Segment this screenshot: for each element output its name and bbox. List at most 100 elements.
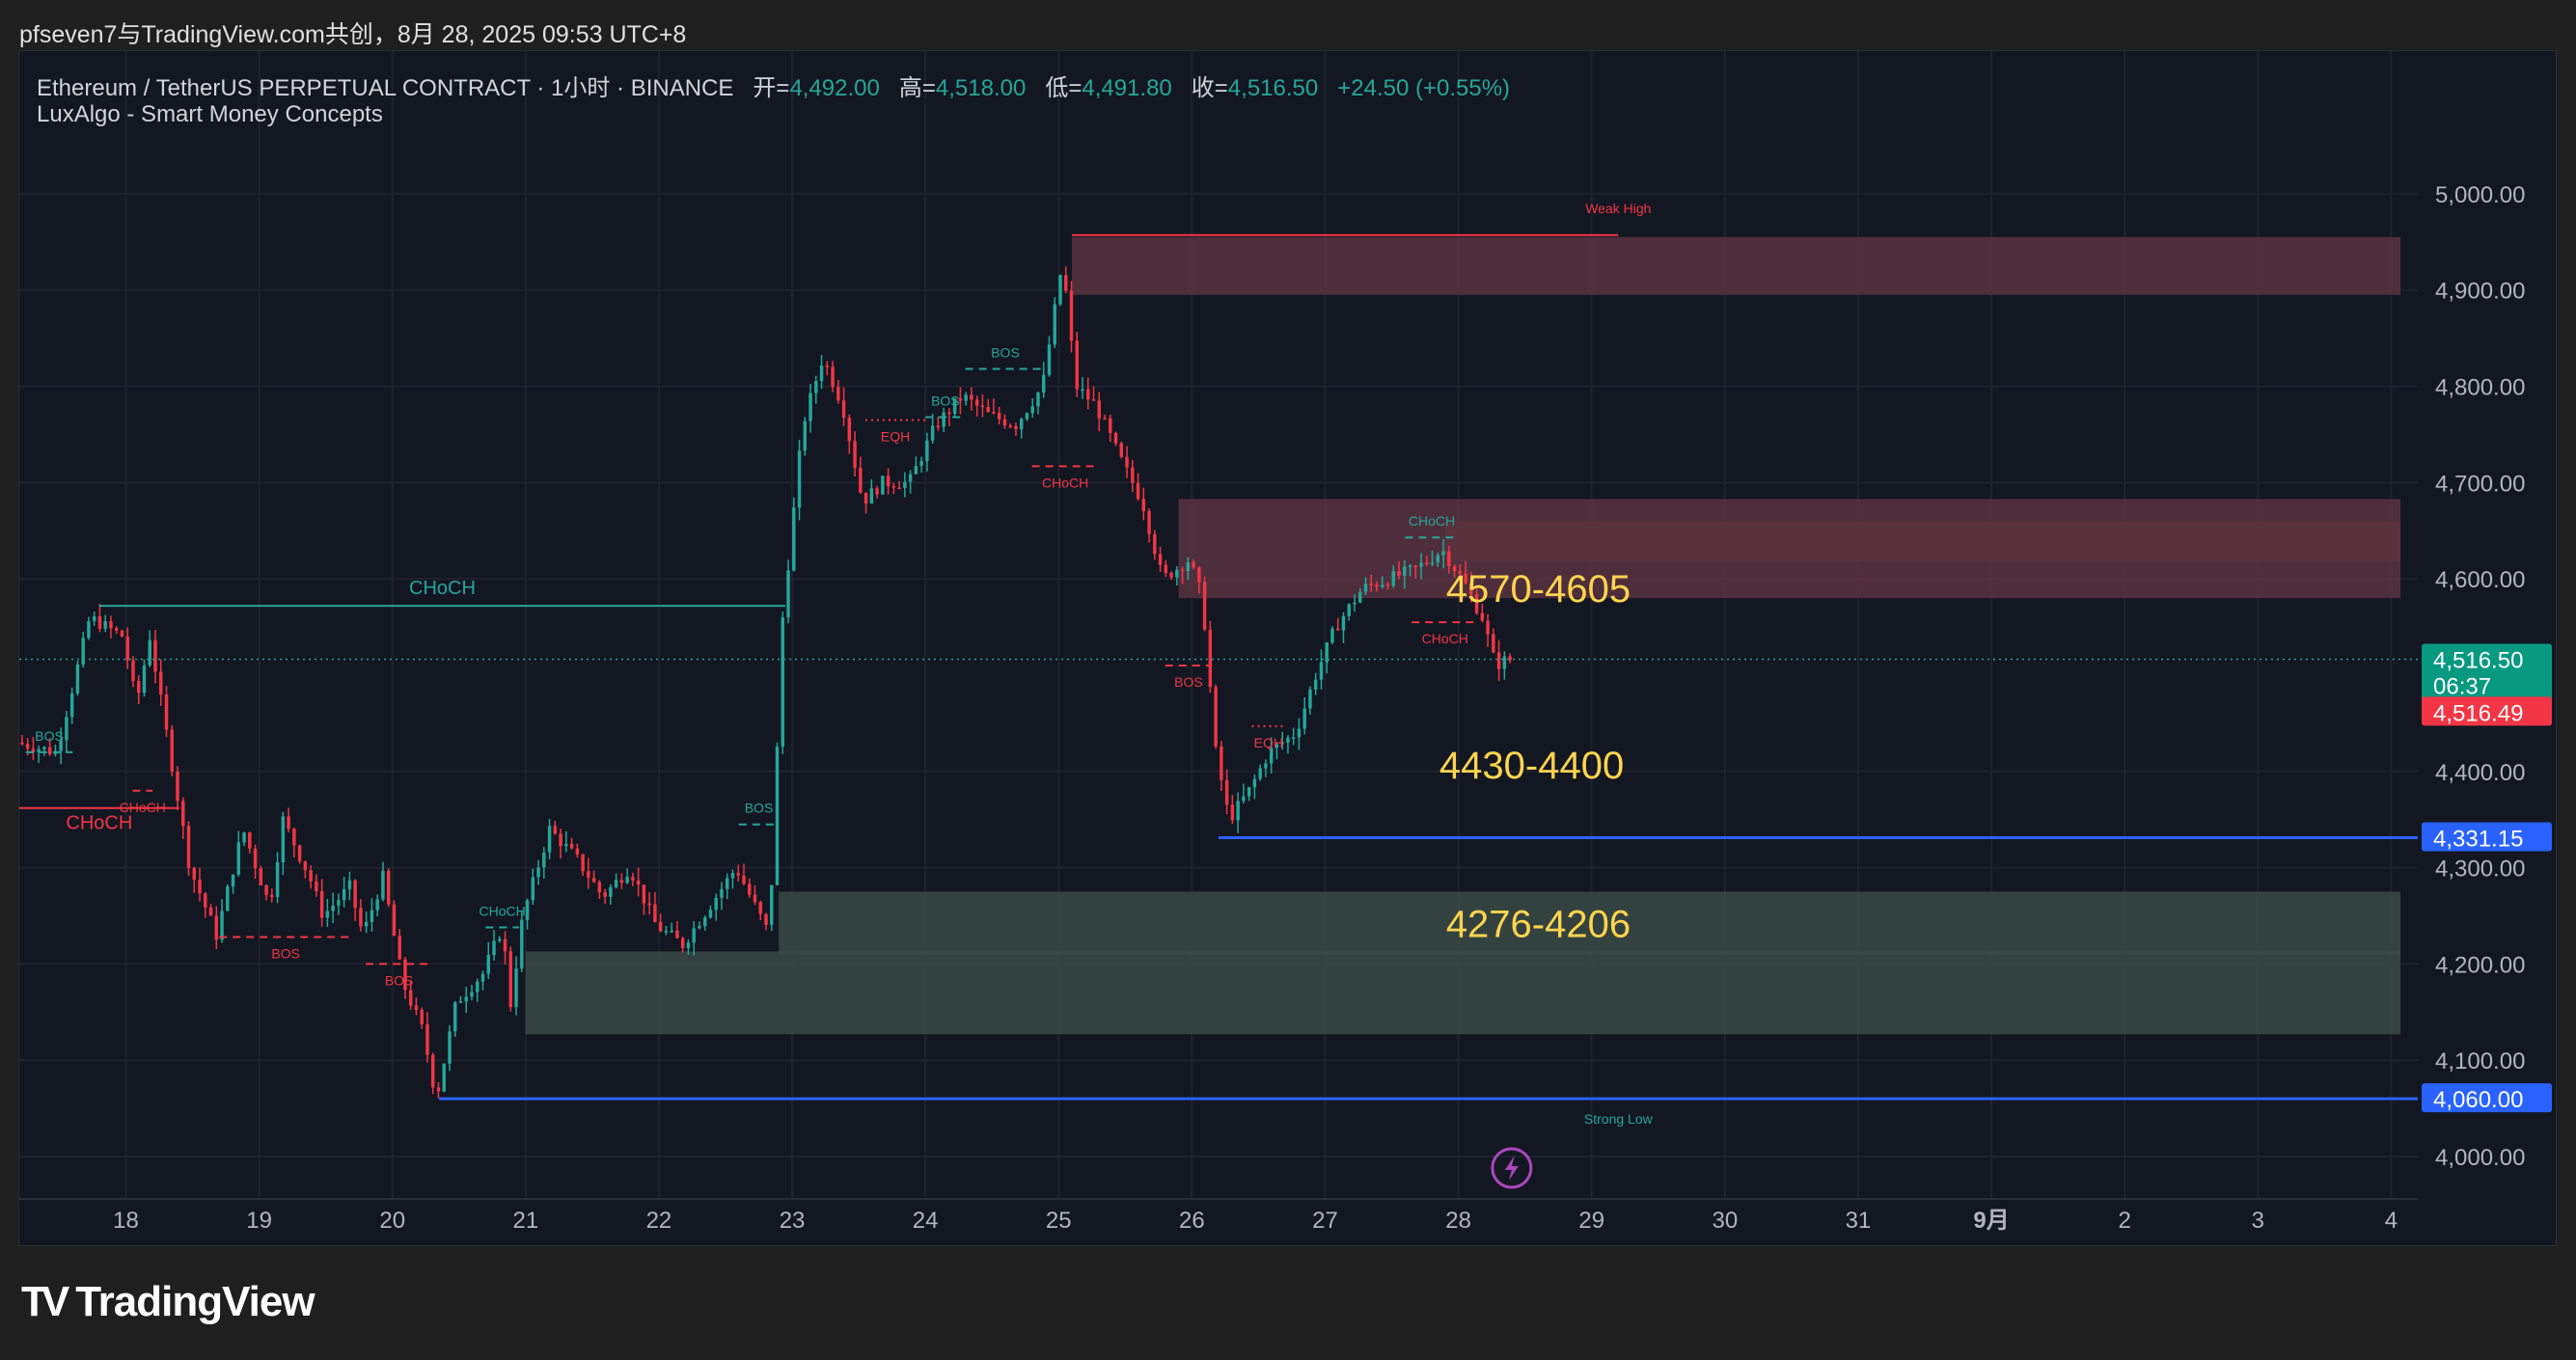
candle xyxy=(408,980,413,1010)
candle-body xyxy=(647,903,651,906)
candle-body xyxy=(997,413,1001,420)
candle xyxy=(753,884,757,906)
candle-body xyxy=(1375,585,1379,587)
candle xyxy=(675,920,679,938)
candle-body xyxy=(403,959,407,991)
candle xyxy=(1492,628,1495,654)
close-label: 收= xyxy=(1191,75,1228,101)
candle-body xyxy=(575,848,580,855)
candle-body xyxy=(1214,687,1218,747)
candle xyxy=(69,688,74,724)
candle xyxy=(264,884,268,901)
candle-body xyxy=(1119,443,1124,457)
candle xyxy=(236,830,241,877)
candle xyxy=(1030,397,1034,418)
candle xyxy=(686,938,691,955)
candle xyxy=(1313,672,1318,695)
candle-body xyxy=(1391,571,1395,586)
candle-body xyxy=(170,729,174,772)
candle xyxy=(625,868,629,884)
chart-frame[interactable]: CHoCH CHoCH BOS CHoCH BOS BOS CHoCH BOS EQH BOS BO… xyxy=(18,50,2557,1246)
candle xyxy=(897,480,901,490)
candle-body xyxy=(297,845,302,861)
candle xyxy=(919,456,923,474)
indicator-name[interactable]: LuxAlgo - Smart Money Concepts xyxy=(37,101,383,127)
candle xyxy=(619,873,624,889)
structure-label-bos: BOS xyxy=(991,345,1020,361)
candle-body xyxy=(1358,591,1362,603)
candle xyxy=(458,995,463,1003)
structure-label-choch: CHoCH xyxy=(1042,475,1088,490)
candle xyxy=(1064,266,1068,294)
candle xyxy=(631,872,635,886)
candle xyxy=(942,407,945,432)
candle xyxy=(1125,446,1129,478)
candle xyxy=(1413,564,1418,580)
candle-body xyxy=(670,930,673,933)
candle xyxy=(170,724,174,776)
candle xyxy=(1002,414,1007,429)
candle-body xyxy=(831,367,835,388)
candle xyxy=(470,984,474,1001)
candle xyxy=(764,912,768,931)
candle-body xyxy=(498,938,502,941)
candle xyxy=(1347,603,1351,621)
change-value: +24.50 (+0.55%) xyxy=(1337,75,1511,101)
candle xyxy=(1014,422,1018,436)
top-bar: pfseven7与TradingView.com共创，8月 28, 2025 0… xyxy=(0,0,2576,54)
candle xyxy=(1258,764,1262,781)
candle xyxy=(381,861,385,902)
candle-body xyxy=(1397,571,1401,576)
time-tick-label: 27 xyxy=(1312,1208,1338,1234)
candle-body xyxy=(31,748,36,752)
lightning-icon xyxy=(1504,1156,1519,1181)
price-tick-label: 4,800.00 xyxy=(2435,375,2525,401)
candle xyxy=(597,880,602,899)
candle xyxy=(742,863,746,885)
candle xyxy=(986,398,990,413)
candle-body xyxy=(1447,551,1451,567)
candle-body xyxy=(886,476,891,487)
candle-body xyxy=(342,888,346,901)
order-block-zones xyxy=(525,236,2400,1035)
candle-body xyxy=(514,968,518,1008)
candle-body xyxy=(131,660,135,682)
candle xyxy=(131,656,135,688)
candle xyxy=(208,904,213,916)
candle-body xyxy=(1319,662,1324,680)
symbol-title[interactable]: Ethereum / TetherUS PERPETUAL CONTRACT ·… xyxy=(37,75,734,101)
candle-body xyxy=(1436,555,1440,563)
candle-body xyxy=(364,921,369,927)
time-tick-label: 24 xyxy=(913,1208,939,1234)
candle-body xyxy=(1381,585,1384,587)
price-chart[interactable]: CHoCHCHoCHBOSCHoCHBOSBOSCHoCHBOSEQHBOSBO… xyxy=(19,51,2556,1245)
candle xyxy=(270,888,274,903)
candle xyxy=(253,844,258,880)
candle-body xyxy=(702,917,707,927)
candle xyxy=(1385,582,1390,589)
candle-body xyxy=(42,747,46,749)
candle xyxy=(1436,552,1440,567)
candle xyxy=(952,397,957,419)
candle-body xyxy=(458,1001,463,1003)
candle xyxy=(425,1012,429,1063)
candle-body xyxy=(1153,533,1157,555)
candle xyxy=(1302,697,1306,735)
candle xyxy=(670,922,673,934)
candle xyxy=(825,361,830,376)
level-price-badge-text: 4,060.00 xyxy=(2433,1087,2523,1113)
candle xyxy=(1053,297,1056,348)
candle xyxy=(1325,641,1329,674)
candle xyxy=(492,930,496,961)
candle xyxy=(1408,563,1412,577)
candle xyxy=(430,1052,435,1095)
price-tick-label: 4,600.00 xyxy=(2435,567,2525,593)
candle xyxy=(1175,565,1179,586)
candle xyxy=(1136,473,1140,502)
time-tick-label: 19 xyxy=(246,1208,272,1234)
candle xyxy=(192,866,196,893)
candle xyxy=(136,674,141,705)
candle-body xyxy=(597,882,602,893)
candle-body xyxy=(1297,728,1302,738)
candle xyxy=(748,878,752,898)
